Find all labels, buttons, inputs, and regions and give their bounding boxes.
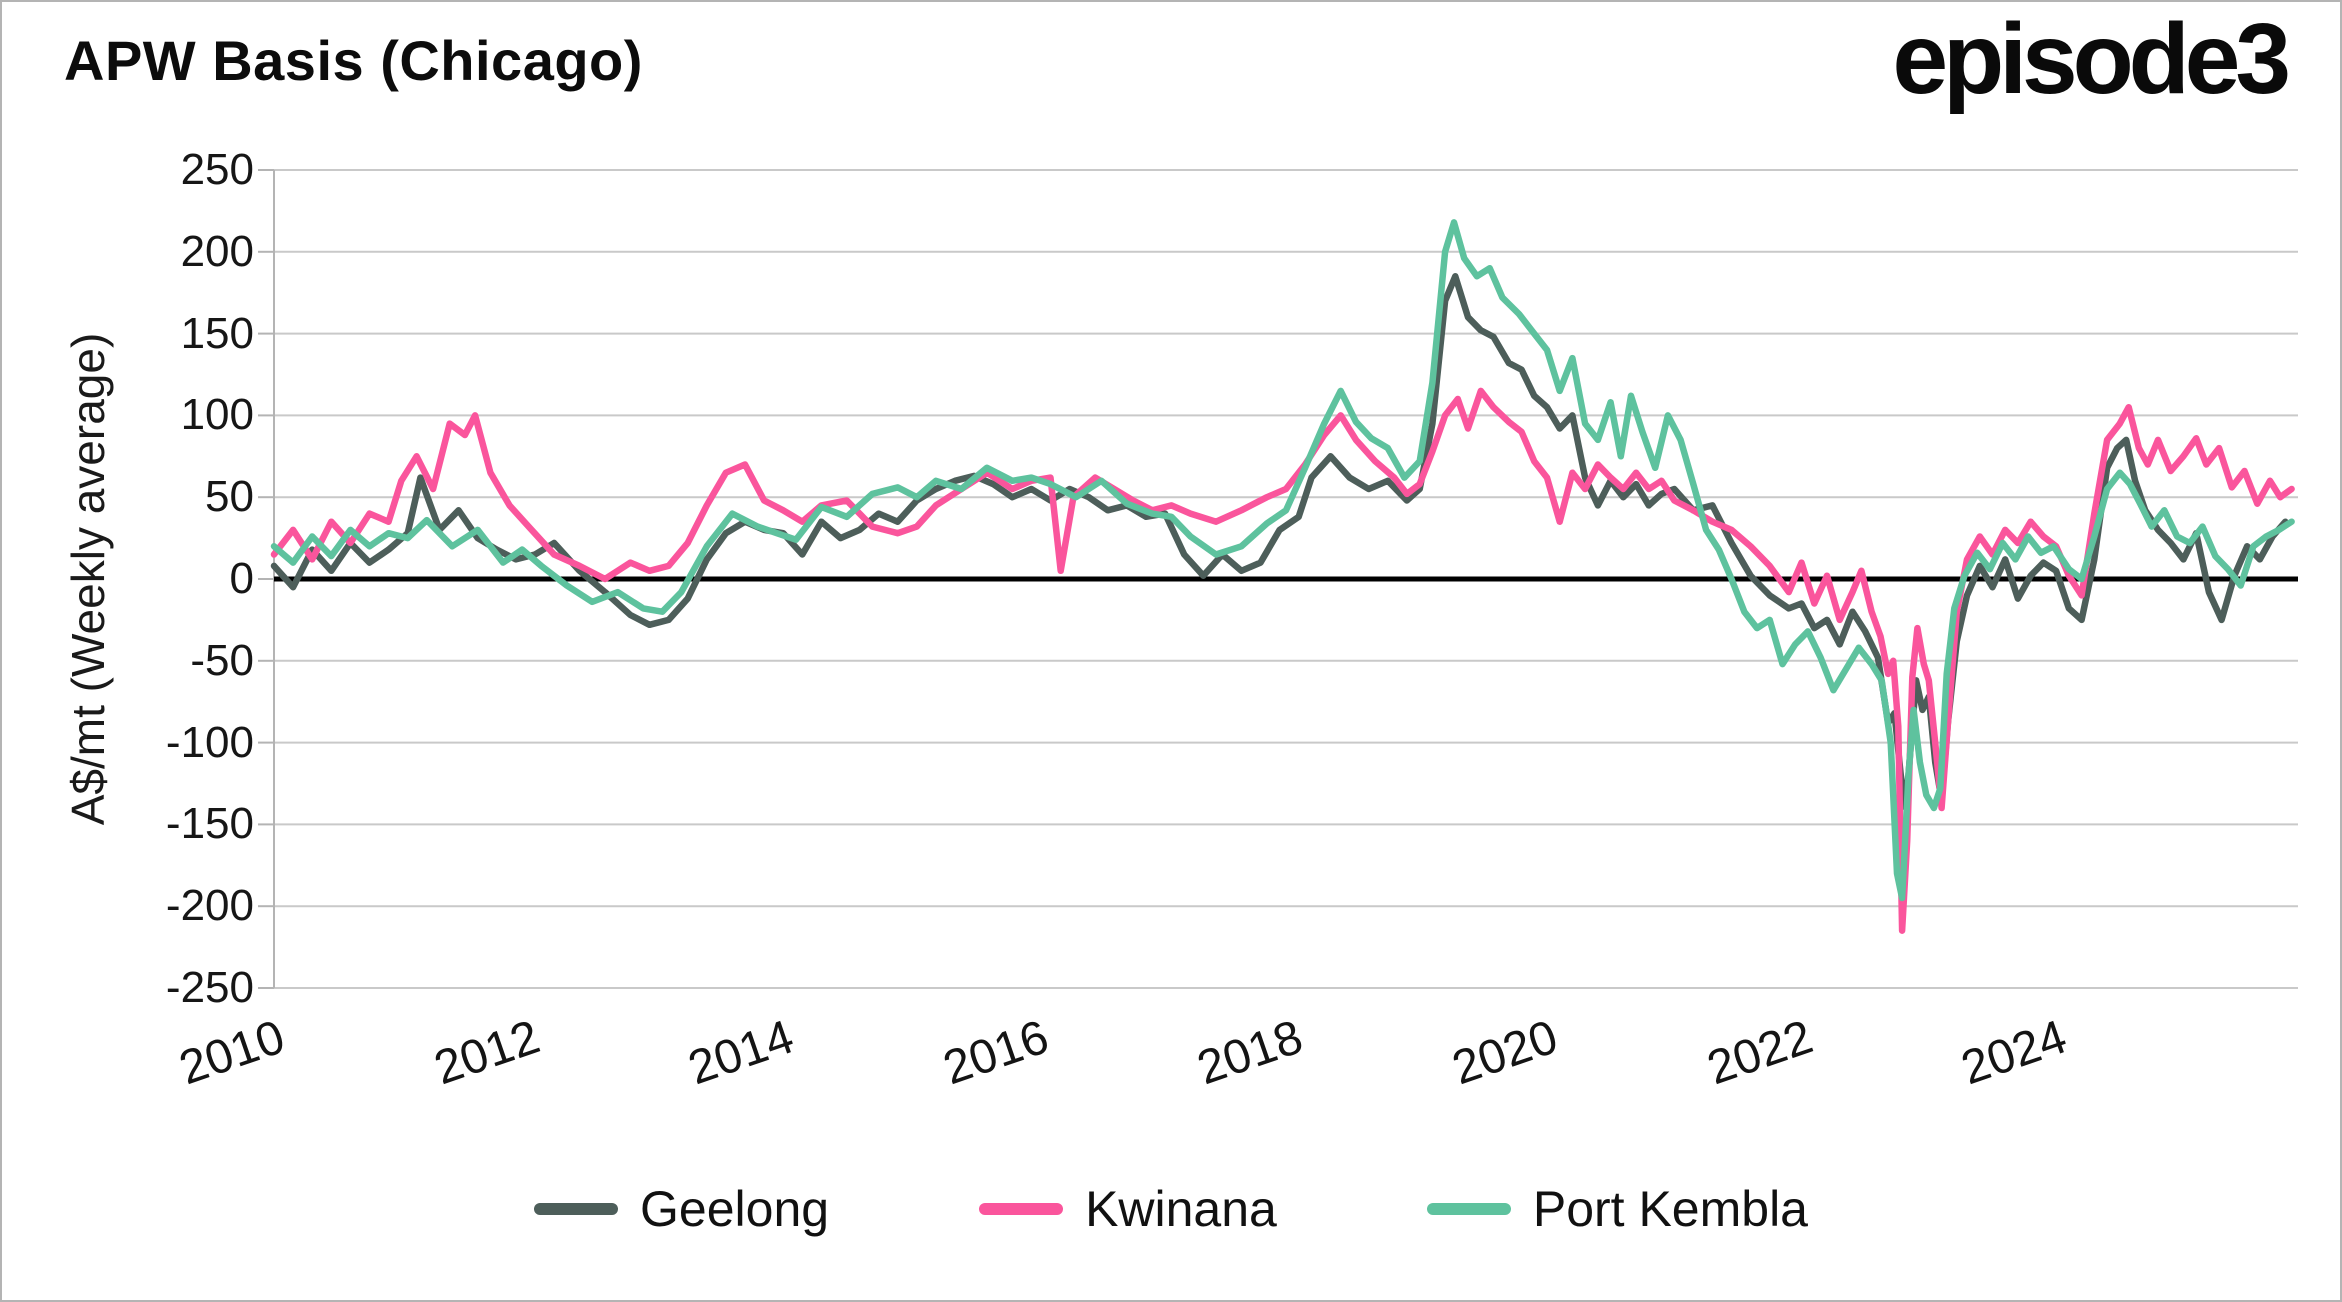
y-tick-label: 100: [180, 390, 254, 440]
y-tick-label: 150: [180, 308, 254, 358]
legend-label-port-kembla: Port Kembla: [1532, 1181, 1808, 1237]
chart-legend: Geelong Kwinana Port Kembla: [2, 1180, 2340, 1238]
series-line-geelong: [270, 273, 2289, 812]
y-tick-label: 200: [180, 226, 254, 276]
legend-label-kwinana: Kwinana: [1085, 1181, 1277, 1237]
series-line-kwinana: [270, 387, 2295, 934]
chart-title: APW Basis (Chicago): [64, 29, 643, 92]
geelong-line-swatch: [534, 1203, 619, 1215]
y-tick-label: -50: [190, 635, 254, 685]
episode3-logo: episode3: [1892, 3, 2291, 115]
legend-label-geelong: Geelong: [640, 1181, 830, 1237]
y-tick-label: 50: [205, 472, 254, 522]
kwinana-line-swatch: [979, 1203, 1064, 1215]
legend-item-port-kembla: Port Kembla: [1426, 1180, 1808, 1238]
y-tick-label: -200: [165, 881, 254, 931]
legend-item-kwinana: Kwinana: [979, 1180, 1277, 1238]
series-line-port-kembla: [270, 219, 2295, 902]
y-tick-label: 0: [229, 554, 254, 603]
port-kembla-line-swatch: [1426, 1203, 1511, 1215]
y-tick-label: -250: [165, 963, 254, 1012]
y-tick-label: 250: [180, 145, 254, 194]
y-tick-label: -150: [165, 799, 254, 849]
y-tick-label: -100: [165, 717, 254, 767]
legend-item-geelong: Geelong: [534, 1180, 829, 1238]
